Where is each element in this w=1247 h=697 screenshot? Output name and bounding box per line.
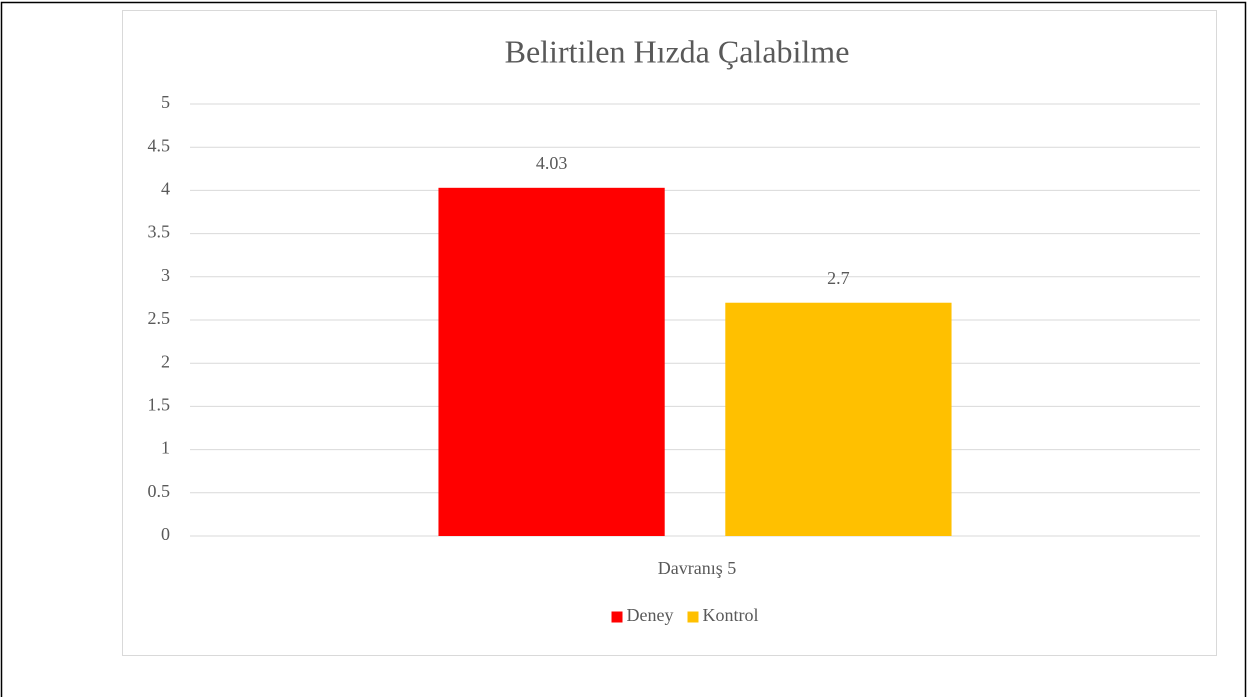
- data-label: 4.03: [536, 153, 568, 173]
- legend-swatch: [611, 611, 623, 623]
- y-tick-label: 1.5: [148, 395, 171, 415]
- x-tick-label: Davranış 5: [658, 558, 736, 578]
- y-tick-label: 4: [161, 179, 170, 199]
- y-tick-label: 1: [161, 438, 170, 458]
- y-tick-label: 3.5: [148, 222, 171, 242]
- legend-swatch: [687, 611, 699, 623]
- y-tick-label: 2.5: [148, 308, 171, 328]
- y-tick-label: 0: [161, 524, 170, 544]
- y-tick-label: 2: [161, 351, 170, 371]
- chart-title: Belirtilen Hızda Çalabilme: [505, 33, 850, 69]
- bar: [438, 187, 665, 537]
- chart-area: [122, 10, 1217, 656]
- y-tick-label: 4.5: [148, 135, 171, 155]
- bar: [725, 302, 952, 536]
- legend-label: Deney: [627, 605, 674, 625]
- y-tick-label: 3: [161, 265, 170, 285]
- y-tick-label: 0.5: [148, 481, 171, 501]
- legend-label: Kontrol: [702, 605, 758, 625]
- data-label: 2.7: [827, 268, 850, 288]
- y-tick-label: 5: [161, 92, 170, 112]
